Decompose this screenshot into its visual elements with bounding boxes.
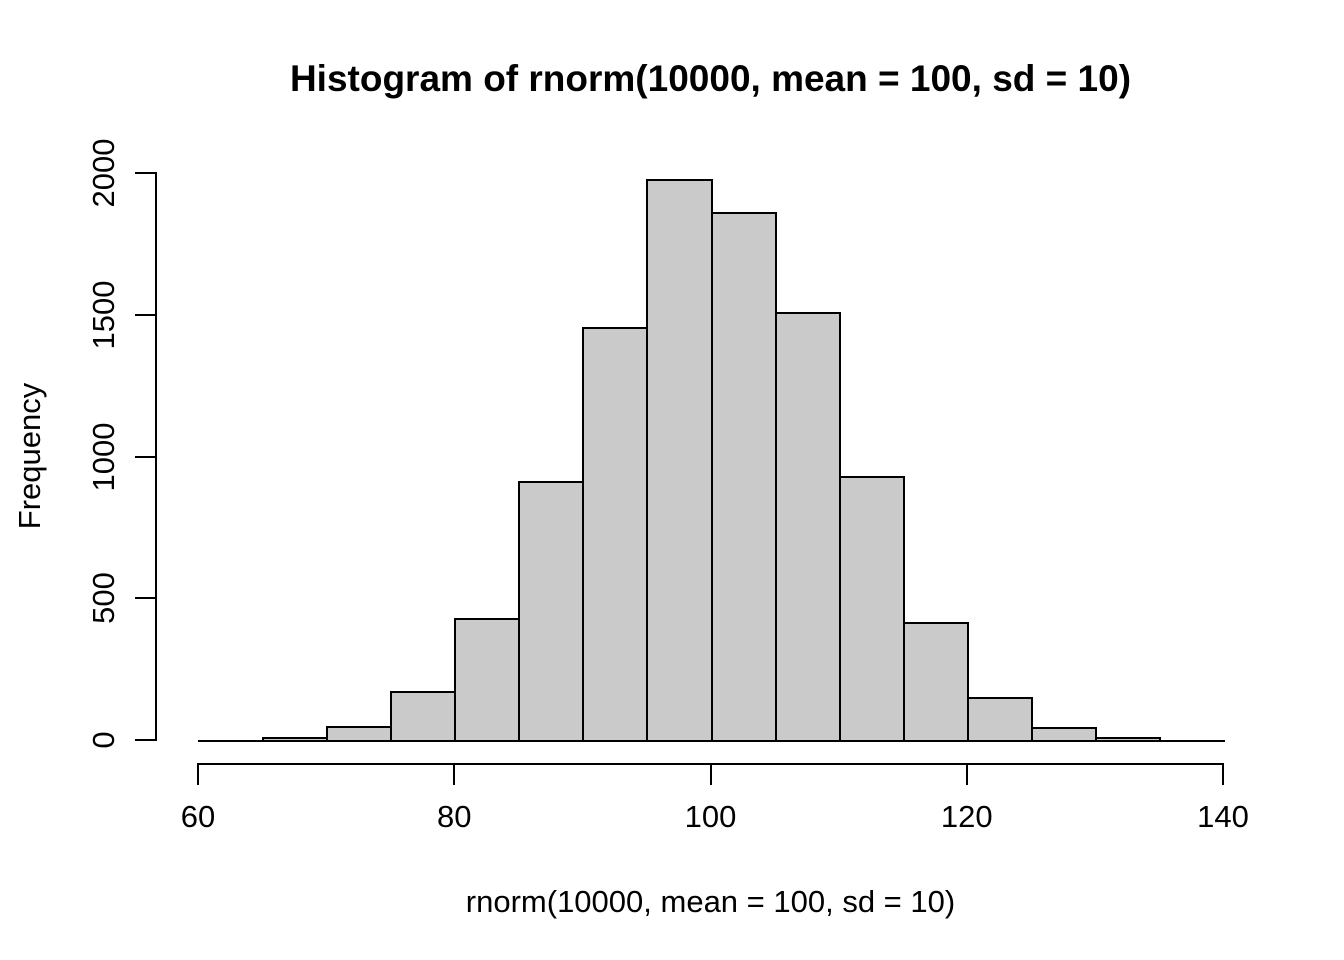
histogram-bar [518, 481, 585, 742]
histogram-bar [710, 212, 777, 742]
y-axis-title: Frequency [12, 382, 47, 530]
histogram-bar [582, 326, 649, 742]
x-axis-tick [965, 765, 968, 785]
histogram-bar [966, 697, 1033, 742]
x-axis-line [197, 763, 1224, 765]
y-tick-label: 2000 [86, 138, 121, 208]
x-axis-title: rnorm(10000, mean = 100, sd = 10) [465, 884, 956, 919]
y-axis-tick [135, 172, 155, 174]
y-axis-tick [135, 739, 155, 741]
x-axis-tick [709, 765, 712, 785]
y-tick-label: 1500 [86, 280, 121, 350]
x-axis-tick [197, 765, 199, 785]
x-tick-label: 120 [940, 799, 993, 834]
y-tick-label: 500 [86, 572, 121, 625]
histogram-zero-segment [1158, 740, 1225, 742]
histogram-bar [326, 726, 393, 742]
y-tick-label: 0 [86, 731, 121, 749]
histogram-bar [1030, 727, 1097, 742]
y-tick-label: 1000 [86, 422, 121, 491]
x-tick-label: 80 [437, 799, 472, 834]
y-axis-tick [135, 313, 155, 316]
x-tick-label: 100 [684, 799, 737, 834]
y-axis-tick [135, 597, 155, 600]
histogram-zero-segment [198, 740, 265, 742]
y-axis-line [155, 172, 157, 741]
histogram-bar [454, 618, 521, 742]
histogram-bar [774, 311, 841, 742]
histogram-bar [1094, 736, 1161, 742]
histogram-bar [390, 690, 457, 742]
histogram-bar [838, 476, 905, 742]
x-tick-label: 140 [1197, 799, 1249, 834]
y-axis-tick [135, 455, 155, 458]
histogram-bar [902, 622, 969, 742]
x-axis-tick [1222, 765, 1224, 785]
histogram-bar [646, 178, 713, 742]
x-tick-label: 60 [180, 799, 216, 834]
x-axis-tick [453, 765, 456, 785]
chart-title: Histogram of rnorm(10000, mean = 100, sd… [289, 58, 1132, 99]
histogram-bar [262, 736, 329, 742]
